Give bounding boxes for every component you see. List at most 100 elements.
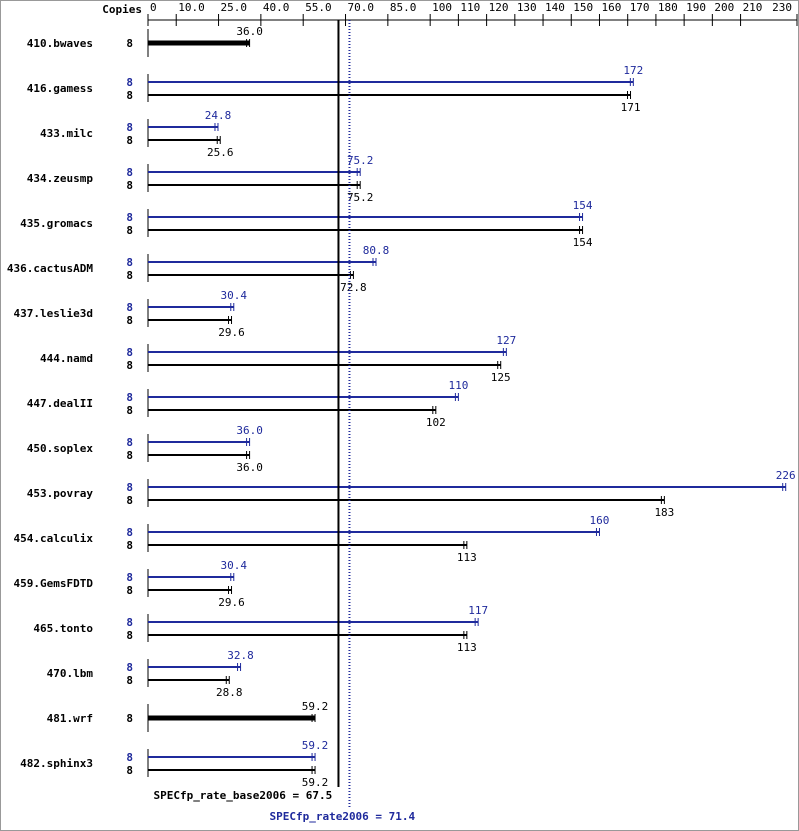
copies: 8 [126, 166, 133, 179]
copies: 8 [126, 436, 133, 449]
category-label: 465.tonto [33, 622, 93, 635]
value-label: 29.6 [218, 596, 245, 609]
bar [148, 486, 786, 488]
value-label: 110 [448, 379, 468, 392]
copies: 8 [126, 751, 133, 764]
copies: 8 [126, 674, 133, 687]
x-tick-label: 25.0 [221, 1, 248, 14]
category-label: 454.calculix [14, 532, 94, 545]
value-label: 226 [776, 469, 796, 482]
x-tick-label: 10.0 [178, 1, 205, 14]
copies: 8 [126, 404, 133, 417]
copies: 8 [126, 584, 133, 597]
copies: 8 [126, 712, 133, 725]
copies: 8 [126, 179, 133, 192]
copies: 8 [126, 359, 133, 372]
copies: 8 [126, 269, 133, 282]
bar [148, 666, 241, 668]
value-label: 125 [491, 371, 511, 384]
category-label: 453.povray [27, 487, 94, 500]
value-label: 127 [496, 334, 516, 347]
bar [148, 454, 250, 456]
value-label: 160 [590, 514, 610, 527]
category-label: 436.cactusADM [7, 262, 93, 275]
copies: 8 [126, 76, 133, 89]
copies: 8 [126, 134, 133, 147]
category-label: 444.namd [40, 352, 93, 365]
copies: 8 [126, 616, 133, 629]
category-label: 470.lbm [47, 667, 94, 680]
axis-label: Copies [102, 3, 142, 16]
value-label: 30.4 [221, 559, 248, 572]
copies: 8 [126, 224, 133, 237]
copies: 8 [126, 314, 133, 327]
category-label: 410.bwaves [27, 37, 93, 50]
copies: 8 [126, 629, 133, 642]
reference-label: SPECfp_rate_base2006 = 67.5 [153, 789, 332, 802]
value-label: 59.2 [302, 776, 329, 789]
value-label: 75.2 [347, 154, 374, 167]
category-label: 450.soplex [27, 442, 94, 455]
value-label: 117 [468, 604, 488, 617]
value-label: 36.0 [236, 461, 263, 474]
bar [148, 40, 250, 46]
x-tick-label: 190 [686, 1, 706, 14]
category-label: 459.GemsFDTD [14, 577, 94, 590]
copies: 8 [126, 89, 133, 102]
x-tick-label: 55.0 [305, 1, 332, 14]
bar [148, 756, 316, 758]
copies: 8 [126, 37, 133, 50]
copies: 8 [126, 346, 133, 359]
category-label: 437.leslie3d [14, 307, 93, 320]
bar [148, 531, 600, 533]
value-label: 154 [573, 199, 593, 212]
bar [148, 679, 230, 681]
value-label: 24.8 [205, 109, 232, 122]
bar [148, 576, 234, 578]
bar [148, 544, 467, 546]
x-tick-label: 140 [545, 1, 565, 14]
copies: 8 [126, 301, 133, 314]
value-label: 75.2 [347, 191, 374, 204]
bar [148, 715, 316, 721]
x-tick-label: 70.0 [348, 1, 375, 14]
value-label: 80.8 [363, 244, 390, 257]
copies: 8 [126, 211, 133, 224]
x-tick-label: 210 [743, 1, 763, 14]
x-tick-label: 160 [601, 1, 621, 14]
bar [148, 441, 250, 443]
value-label: 36.0 [236, 424, 263, 437]
x-tick-label: 130 [517, 1, 537, 14]
x-tick-label: 170 [630, 1, 650, 14]
value-label: 36.0 [236, 25, 263, 38]
category-label: 482.sphinx3 [20, 757, 93, 770]
bar [148, 409, 436, 411]
bar [148, 621, 479, 623]
x-tick-label: 150 [573, 1, 593, 14]
value-label: 171 [621, 101, 641, 114]
value-label: 25.6 [207, 146, 234, 159]
copies: 8 [126, 481, 133, 494]
x-tick-label: 200 [714, 1, 734, 14]
value-label: 72.8 [340, 281, 367, 294]
x-tick-label: 110 [460, 1, 480, 14]
category-label: 416.gamess [27, 82, 93, 95]
bar [148, 634, 467, 636]
category-label: 435.gromacs [20, 217, 93, 230]
value-label: 154 [573, 236, 593, 249]
bar [148, 769, 316, 771]
bar [148, 319, 232, 321]
x-tick-label: 180 [658, 1, 678, 14]
x-tick-label: 0 [150, 1, 157, 14]
bar [148, 216, 583, 218]
copies: 8 [126, 121, 133, 134]
value-label: 28.8 [216, 686, 243, 699]
bar [148, 274, 354, 276]
x-tick-label: 120 [489, 1, 509, 14]
bar [148, 261, 376, 263]
x-tick-label: 100 [432, 1, 452, 14]
value-label: 102 [426, 416, 446, 429]
x-tick-label: 85.0 [390, 1, 417, 14]
